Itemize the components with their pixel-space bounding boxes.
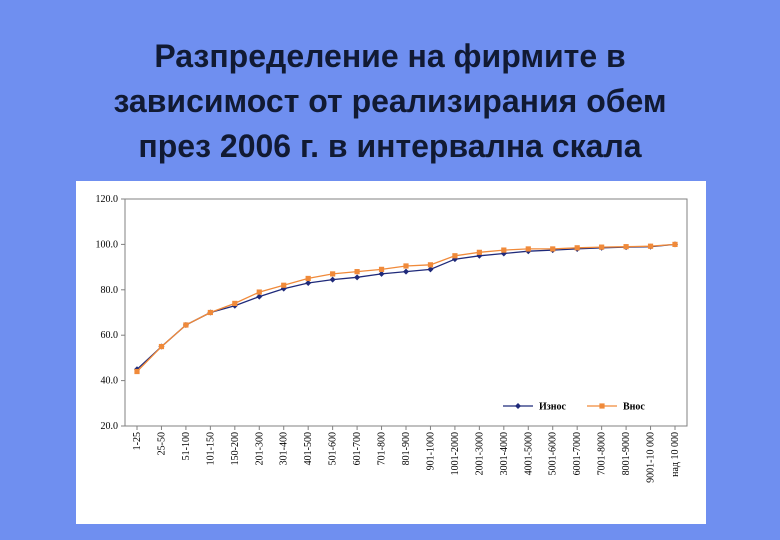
data-point-1	[550, 246, 556, 252]
title-line-1: Разпределение на фирмите в	[154, 38, 626, 74]
data-point-1	[623, 244, 629, 250]
x-tick-label: 401-500	[303, 432, 314, 465]
data-point-1	[183, 322, 189, 328]
y-tick-label: 80.0	[101, 285, 119, 296]
legend-label-1: Внос	[623, 402, 645, 413]
x-tick-label: 3001-4000	[499, 432, 510, 475]
y-tick-label: 20.0	[101, 421, 119, 432]
data-point-0	[427, 266, 434, 273]
data-point-1	[378, 266, 385, 272]
data-point-1	[354, 269, 360, 275]
data-point-0	[256, 293, 263, 300]
x-tick-label: 2001-3000	[474, 432, 485, 475]
x-tick-label: 201-300	[254, 432, 265, 465]
x-tick-label: 25-50	[156, 432, 167, 455]
x-tick-label: над 10 000	[670, 432, 681, 477]
line-chart: 120.0 100.0 80.0 60.0 40.0 20.0 1-25 25-50 51-10…	[96, 194, 688, 483]
y-tick-label: 60.0	[101, 330, 119, 341]
data-point-0	[403, 268, 409, 275]
x-tick-label: 501-600	[328, 432, 339, 465]
data-point-1	[599, 244, 605, 250]
data-point-1	[452, 253, 458, 259]
data-point-0	[378, 270, 385, 277]
data-point-1	[207, 309, 213, 316]
x-tick-label: 1001-2000	[450, 432, 461, 475]
x-tick-label: 7001-8000	[597, 432, 608, 475]
x-tick-label: 5001-6000	[548, 432, 559, 475]
y-tick-label: 100.0	[96, 239, 119, 250]
y-tick-label: 40.0	[101, 376, 119, 387]
x-tick-label: 301-400	[279, 432, 290, 465]
x-tick-label: 101-150	[205, 432, 216, 465]
data-point-1	[403, 263, 409, 269]
legend-marker-1	[599, 403, 605, 409]
data-point-1	[305, 275, 311, 282]
x-tick-label: 601-700	[352, 432, 363, 465]
data-point-1	[158, 343, 165, 350]
data-point-1	[574, 245, 580, 251]
plot-area	[124, 198, 688, 427]
data-point-1	[501, 247, 507, 253]
title-line-3: през 2006 г. в интервална скала	[138, 128, 642, 164]
x-tick-label: 6001-7000	[572, 432, 583, 475]
title-line-2: зависимост от реализирания обем	[113, 83, 667, 119]
x-tick-label: 51-100	[181, 432, 192, 460]
slide-title: Разпределение на фирмите в зависимост от…	[0, 34, 780, 169]
x-tick-label: 9001-10 000	[646, 432, 657, 483]
data-point-0	[329, 276, 336, 283]
x-tick-label: 150-200	[230, 432, 241, 465]
data-point-1	[134, 368, 140, 375]
data-point-1	[427, 262, 434, 268]
chart-panel: 120.0 100.0 80.0 60.0 40.0 20.0 1-25 25-50 51-10…	[76, 181, 706, 524]
data-point-1	[476, 249, 482, 255]
data-point-1	[647, 243, 654, 249]
data-point-1	[232, 300, 238, 307]
data-point-1	[525, 246, 531, 252]
x-tick-label: 701-800	[377, 432, 388, 465]
data-point-0	[305, 279, 312, 286]
legend-marker-0	[515, 403, 521, 409]
data-point-1	[672, 241, 678, 247]
data-point-1	[330, 271, 336, 277]
data-point-0	[354, 274, 361, 281]
data-point-1	[256, 289, 262, 295]
x-tick-label: 4001-5000	[523, 432, 534, 475]
data-point-1	[281, 282, 287, 288]
x-tick-label: 1-25	[132, 432, 143, 450]
legend-label-0: Износ	[539, 402, 567, 413]
x-tick-label: 901-1000	[425, 432, 436, 470]
x-tick-label: 8001-9000	[621, 432, 632, 475]
x-tick-label: 801-900	[401, 432, 412, 465]
y-tick-label: 120.0	[96, 194, 119, 205]
